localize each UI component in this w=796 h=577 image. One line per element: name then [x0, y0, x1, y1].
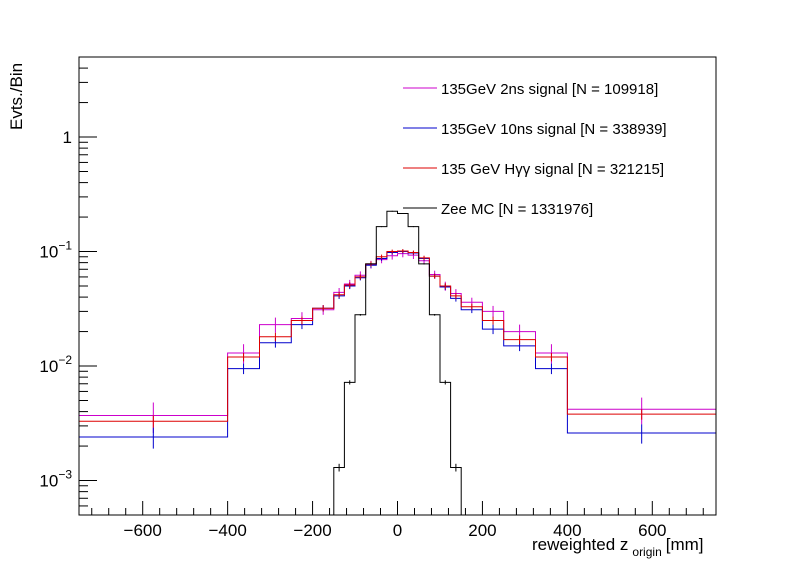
legend-label: 135GeV 2ns signal [N = 109918] [441, 81, 658, 98]
x-tick-label: 200 [468, 521, 496, 540]
legend-label: Zee MC [N = 1331976] [441, 201, 593, 218]
legend-entry: 135 GeV Hγγ signal [N = 321215] [403, 161, 664, 178]
legend-entry: Zee MC [N = 1331976] [403, 201, 593, 218]
x-tick-label: 400 [553, 521, 581, 540]
y-axis-label: Evts./Bin [7, 63, 26, 130]
x-tick-label: −200 [293, 521, 331, 540]
y-tick-label: 1 [63, 128, 72, 147]
plot-series [79, 210, 716, 515]
y-tick-label: 10−1 [39, 239, 72, 262]
series-3 [333, 210, 462, 515]
x-axis-label: reweighted z origin [mm] [532, 535, 704, 559]
series-line [333, 210, 462, 515]
legend-entry: 135GeV 2ns signal [N = 109918] [403, 81, 658, 98]
x-tick-label: −600 [124, 521, 162, 540]
x-tick-label: 0 [393, 521, 402, 540]
y-tick-label: 10−2 [39, 353, 72, 376]
x-tick-label: −400 [208, 521, 246, 540]
legend-entry: 135GeV 10ns signal [N = 338939] [403, 121, 667, 138]
axis-ticks [79, 56, 704, 516]
y-tick-label: 10−3 [39, 468, 72, 491]
legend: 135GeV 2ns signal [N = 109918] 135GeV 10n… [403, 81, 667, 218]
legend-label: 135 GeV Hγγ signal [N = 321215] [441, 161, 664, 178]
series-2 [79, 249, 716, 428]
x-tick-label: 600 [638, 521, 666, 540]
tick-labels: −600 −400 −200 0 200 400 600 1 10−1 10−2 10−3 [39, 128, 666, 540]
legend-label: 135GeV 10ns signal [N = 338939] [441, 121, 667, 138]
series-line [79, 250, 716, 422]
